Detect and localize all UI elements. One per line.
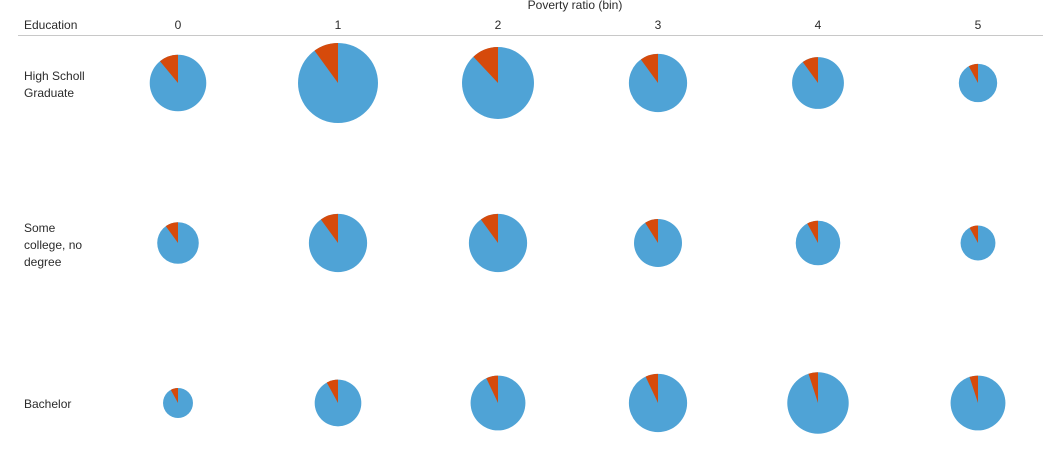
pie-slice-orange — [480, 213, 498, 243]
pie-slice-orange — [165, 222, 178, 243]
pie-slice-orange — [645, 219, 658, 243]
pie-r2-c3 — [634, 219, 682, 267]
column-axis-title: Poverty ratio (bin) — [528, 0, 623, 12]
row-label-line: college, no — [24, 238, 82, 252]
row-label-line: Graduate — [24, 86, 74, 100]
pie-r1-c5 — [958, 63, 998, 103]
pie-r1-c3 — [628, 53, 688, 113]
pie-r3-c0 — [163, 388, 193, 418]
pie-r2-c1 — [308, 213, 368, 273]
pie-r1-c1 — [298, 43, 378, 123]
pie-r2-c5 — [960, 225, 996, 261]
pie-r2-c4 — [795, 220, 841, 266]
pie-r3-c3 — [628, 373, 688, 433]
column-label-0: 0 — [175, 18, 182, 32]
row-labels: High Scholl Graduate Some college, no degree… — [24, 69, 85, 411]
column-label-4: 4 — [815, 18, 822, 32]
pie-r3-c4 — [787, 372, 849, 434]
pie-slice-orange — [969, 375, 978, 403]
pie-r3-c5 — [950, 375, 1006, 431]
column-label-5: 5 — [975, 18, 982, 32]
pie-r1-c0 — [149, 54, 207, 112]
pie-r1-c2 — [462, 47, 534, 119]
column-label-2: 2 — [495, 18, 502, 32]
pie-slice-orange — [473, 47, 498, 83]
pie-marks — [149, 43, 1006, 434]
pie-slice-orange — [969, 225, 978, 243]
pie-r3-c1 — [314, 379, 362, 427]
pie-slice-orange — [968, 63, 978, 83]
pie-r2-c2 — [468, 213, 528, 273]
pie-r1-c4 — [792, 57, 844, 109]
row-label-line: High Scholl — [24, 69, 85, 83]
row-axis-title: Education — [24, 18, 77, 32]
pie-slice-orange — [808, 372, 818, 403]
pie-slice-orange — [807, 220, 818, 243]
row-label-line: Bachelor — [24, 397, 71, 411]
pie-slice-orange — [645, 373, 658, 403]
pie-r2-c0 — [157, 222, 199, 264]
pie-slice-orange — [640, 53, 658, 83]
pie-slice-orange — [320, 213, 338, 243]
pie-r3-c2 — [470, 375, 526, 431]
column-labels: 0 1 2 3 4 5 — [175, 18, 982, 32]
column-label-1: 1 — [335, 18, 342, 32]
pie-slice-orange — [802, 57, 818, 83]
column-label-3: 3 — [655, 18, 662, 32]
row-label-1: High Scholl Graduate — [24, 69, 85, 100]
row-label-line: Some — [24, 221, 56, 235]
row-label-line: degree — [24, 255, 62, 269]
pie-slice-orange — [159, 54, 178, 83]
row-label-2: Some college, no degree — [24, 221, 82, 269]
pie-slice-orange — [170, 388, 178, 403]
pie-slice-orange — [486, 375, 498, 403]
pie-slice-orange — [314, 43, 338, 83]
row-label-3: Bachelor — [24, 397, 71, 411]
pie-slice-orange — [326, 379, 338, 403]
